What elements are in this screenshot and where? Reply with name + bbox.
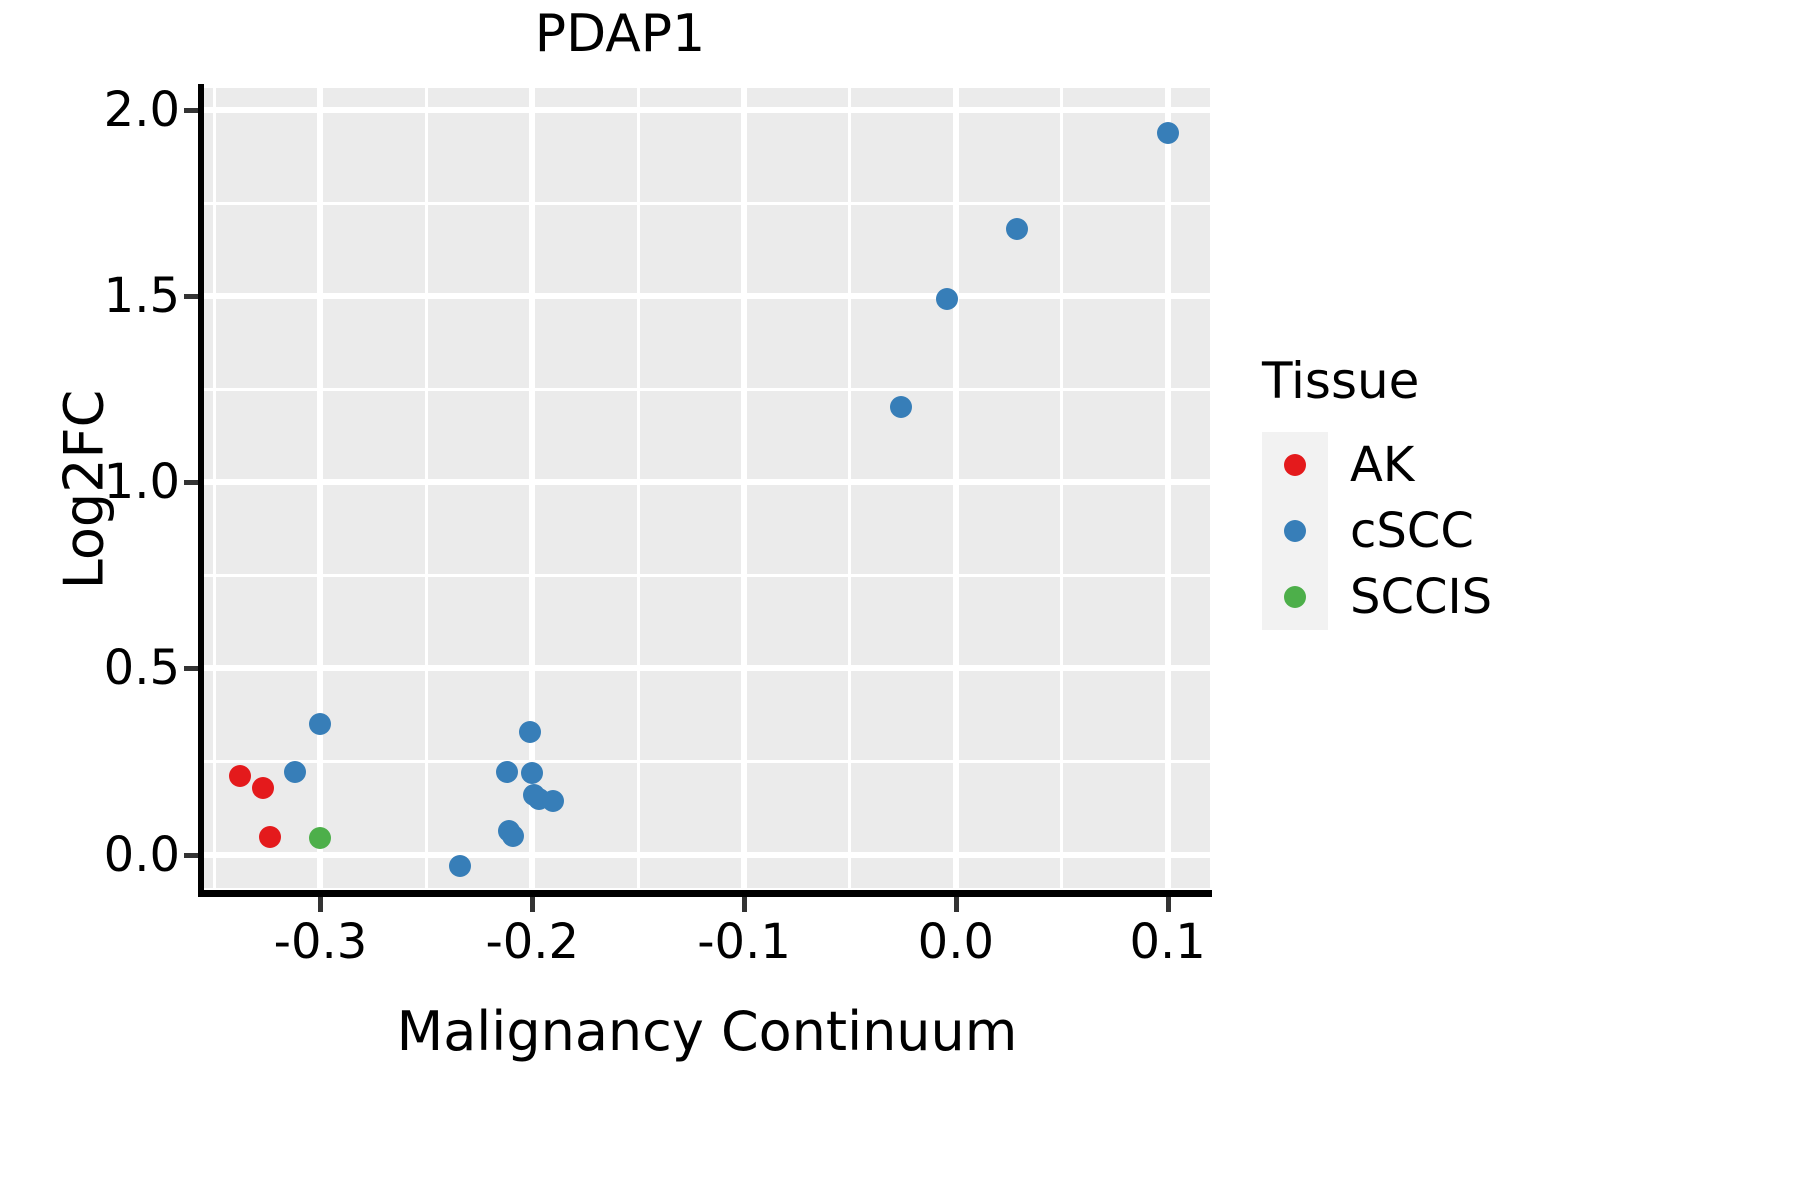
- x-axis-tick: [742, 897, 748, 912]
- legend-item-label: AK: [1350, 437, 1415, 493]
- legend: Tissue AK cSCC SCCIS: [1262, 352, 1492, 630]
- y-axis-title: Log2FC: [52, 389, 116, 590]
- legend-item-cscc[interactable]: cSCC: [1262, 498, 1492, 564]
- gridline-minor-horizontal: [204, 201, 1210, 205]
- legend-item-sccis[interactable]: SCCIS: [1262, 564, 1492, 630]
- y-axis-tick: [184, 294, 198, 300]
- gridline-major-vertical: [952, 88, 959, 888]
- legend-dot-icon: [1284, 586, 1306, 608]
- data-point-ak: [252, 777, 275, 800]
- legend-item-label: SCCIS: [1350, 569, 1493, 625]
- gridline-major-horizontal: [204, 665, 1210, 672]
- gridline-major-horizontal: [204, 851, 1210, 858]
- x-axis-line: [198, 890, 1212, 897]
- data-point-cscc: [1006, 217, 1029, 240]
- y-axis-tick: [184, 852, 198, 858]
- gridline-major-vertical: [317, 88, 324, 888]
- y-axis-tick-label: 1.0: [103, 454, 180, 511]
- gridline-minor-vertical: [213, 88, 217, 888]
- data-point-cscc: [449, 855, 472, 878]
- gridline-major-horizontal: [204, 479, 1210, 486]
- plot-panel: [204, 88, 1210, 888]
- x-axis-title: Malignancy Continuum: [396, 1000, 1018, 1063]
- y-axis-tick-label: 0.0: [103, 826, 180, 883]
- x-axis-tick-label: -0.2: [485, 914, 580, 970]
- gridline-minor-horizontal: [204, 759, 1210, 763]
- gridline-major-vertical: [1164, 88, 1171, 888]
- x-axis-tick-label: -0.3: [273, 914, 368, 970]
- legend-key-swatch: [1262, 564, 1328, 630]
- legend-item-ak[interactable]: AK: [1262, 432, 1492, 498]
- gridline-minor-vertical: [848, 88, 852, 888]
- data-point-cscc: [1156, 121, 1179, 144]
- data-point-cscc: [542, 789, 565, 812]
- gridline-major-vertical: [741, 88, 748, 888]
- gridline-minor-vertical: [1060, 88, 1064, 888]
- data-point-cscc: [502, 824, 525, 847]
- x-axis-tick-label: 0.1: [1129, 914, 1206, 970]
- legend-items: AK cSCC SCCIS: [1262, 432, 1492, 630]
- data-point-ak: [258, 825, 281, 848]
- legend-key-swatch: [1262, 498, 1328, 564]
- gridline-minor-vertical: [424, 88, 428, 888]
- x-axis-tick: [530, 897, 536, 912]
- data-point-sccis: [309, 826, 332, 849]
- y-axis-tick: [184, 666, 198, 672]
- data-point-ak: [229, 764, 251, 787]
- x-axis-tick: [318, 897, 324, 912]
- y-axis-tick-label: 1.5: [103, 268, 180, 325]
- x-axis-tick-label: 0.0: [917, 914, 995, 970]
- data-point-cscc: [889, 395, 912, 418]
- gridline-major-horizontal: [204, 293, 1210, 300]
- y-axis-line: [198, 84, 204, 896]
- gridline-minor-horizontal: [204, 387, 1210, 391]
- gridline-major-horizontal: [204, 107, 1210, 114]
- data-point-cscc: [519, 720, 542, 743]
- x-axis-tick: [953, 897, 959, 912]
- x-axis-tick: [1165, 897, 1171, 912]
- gridline-minor-horizontal: [204, 573, 1210, 577]
- page-title: PDAP1: [534, 4, 706, 64]
- data-point-cscc: [309, 713, 332, 736]
- data-point-cscc: [495, 760, 518, 783]
- y-axis-tick-label: 2.0: [103, 82, 180, 139]
- data-point-cscc: [284, 760, 307, 783]
- legend-title: Tissue: [1262, 352, 1420, 410]
- legend-dot-icon: [1284, 520, 1306, 542]
- data-point-cscc: [936, 288, 959, 311]
- legend-dot-icon: [1284, 454, 1306, 476]
- y-axis-tick: [184, 108, 198, 114]
- legend-key-swatch: [1262, 432, 1328, 498]
- gridline-major-vertical: [529, 88, 536, 888]
- y-axis-tick: [184, 480, 198, 486]
- data-point-cscc: [521, 762, 544, 785]
- y-axis-tick-label: 0.5: [103, 640, 180, 697]
- legend-item-label: cSCC: [1350, 503, 1474, 559]
- x-axis-tick-label: -0.1: [697, 914, 791, 970]
- gridline-minor-vertical: [636, 88, 640, 888]
